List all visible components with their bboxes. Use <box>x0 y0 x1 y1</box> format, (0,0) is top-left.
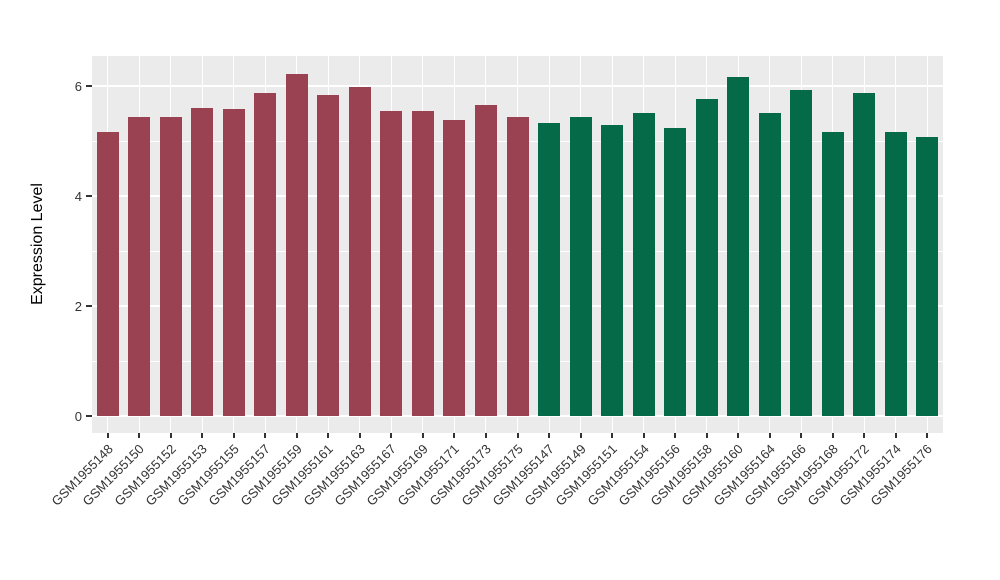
bar-GSM1955148 <box>96 132 119 416</box>
x-tick-mark-GSM1955148 <box>106 433 109 438</box>
bar-GSM1955176 <box>916 137 939 416</box>
bar-GSM1955159 <box>285 73 308 416</box>
bar-GSM1955171 <box>443 120 466 416</box>
bar-GSM1955154 <box>632 112 655 416</box>
x-tick-mark-GSM1955164 <box>768 433 771 438</box>
x-tick-mark-GSM1955158 <box>705 433 708 438</box>
y-tick-mark-4 <box>86 195 92 197</box>
bar-GSM1955151 <box>601 125 624 416</box>
plot-panel <box>92 56 943 433</box>
x-tick-mark-GSM1955150 <box>138 433 141 438</box>
y-tick-mark-6 <box>86 85 92 87</box>
x-tick-mark-GSM1955173 <box>484 433 487 438</box>
y-tick-label-4: 4 <box>74 188 82 204</box>
x-tick-mark-GSM1955167 <box>390 433 393 438</box>
bar-GSM1955172 <box>853 93 876 416</box>
x-tick-mark-GSM1955155 <box>232 433 235 438</box>
bar-GSM1955163 <box>348 86 371 416</box>
bar-GSM1955160 <box>727 77 750 416</box>
x-tick-mark-GSM1955171 <box>453 433 456 438</box>
bar-GSM1955166 <box>790 89 813 416</box>
y-tick-mark-2 <box>86 305 92 307</box>
x-tick-mark-GSM1955154 <box>642 433 645 438</box>
bar-GSM1955147 <box>538 123 561 416</box>
bar-GSM1955173 <box>474 105 497 416</box>
x-tick-mark-GSM1955175 <box>516 433 519 438</box>
y-tick-label-2: 2 <box>74 298 82 314</box>
bar-GSM1955164 <box>758 112 781 416</box>
bar-GSM1955152 <box>159 117 182 416</box>
x-tick-mark-GSM1955153 <box>201 433 204 438</box>
x-tick-mark-GSM1955163 <box>358 433 361 438</box>
y-tick-mark-0 <box>86 415 92 417</box>
x-tick-mark-GSM1955156 <box>674 433 677 438</box>
x-tick-mark-GSM1955147 <box>548 433 551 438</box>
bar-GSM1955150 <box>128 117 151 416</box>
x-tick-mark-GSM1955168 <box>831 433 834 438</box>
bar-GSM1955153 <box>191 108 214 416</box>
x-tick-mark-GSM1955176 <box>926 433 929 438</box>
y-tick-label-6: 6 <box>74 78 82 94</box>
y-tick-label-0: 0 <box>74 408 82 424</box>
x-tick-mark-GSM1955174 <box>894 433 897 438</box>
x-tick-mark-GSM1955172 <box>863 433 866 438</box>
bar-GSM1955157 <box>254 93 277 416</box>
bar-GSM1955168 <box>821 132 844 416</box>
bar-GSM1955158 <box>695 99 718 416</box>
bar-GSM1955149 <box>569 117 592 416</box>
x-tick-mark-GSM1955157 <box>264 433 267 438</box>
x-tick-mark-GSM1955169 <box>421 433 424 438</box>
x-tick-mark-GSM1955166 <box>800 433 803 438</box>
bar-GSM1955175 <box>506 116 529 416</box>
bar-GSM1955155 <box>222 109 245 416</box>
x-tick-mark-GSM1955160 <box>737 433 740 438</box>
bar-GSM1955174 <box>884 132 907 416</box>
bar-GSM1955161 <box>317 94 340 416</box>
x-tick-mark-GSM1955151 <box>611 433 614 438</box>
bar-GSM1955156 <box>664 128 687 416</box>
x-tick-mark-GSM1955159 <box>295 433 298 438</box>
x-tick-mark-GSM1955161 <box>327 433 330 438</box>
x-tick-mark-GSM1955149 <box>579 433 582 438</box>
bar-GSM1955169 <box>411 110 434 416</box>
x-tick-mark-GSM1955152 <box>169 433 172 438</box>
bar-GSM1955167 <box>380 111 403 416</box>
